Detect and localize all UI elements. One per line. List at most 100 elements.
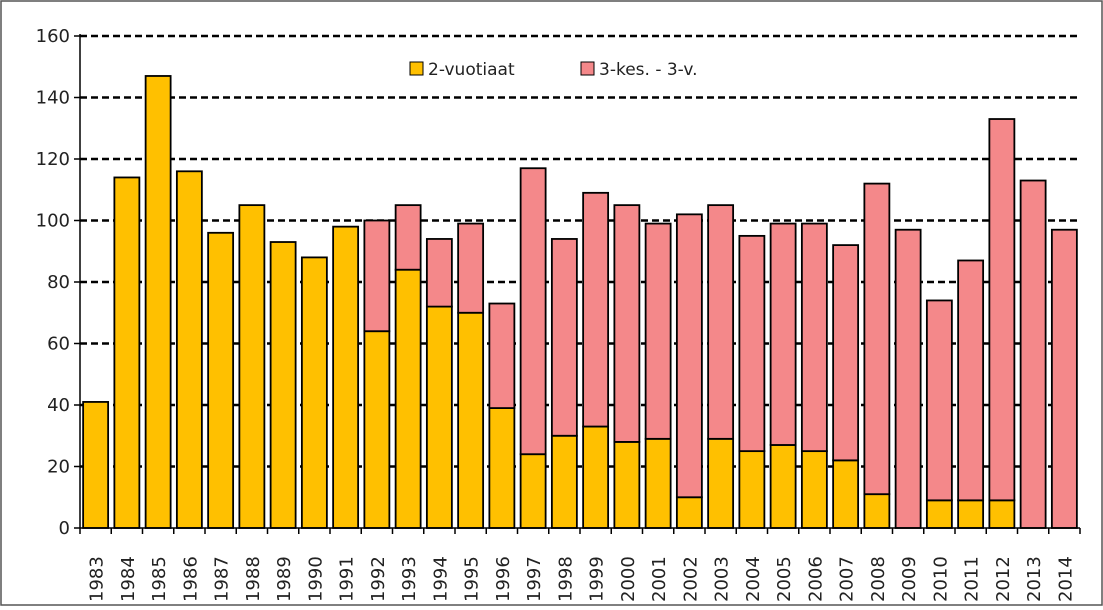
bar-series-1-2012 — [988, 499, 1016, 529]
bar-series-2-2002 — [675, 213, 703, 499]
legend-label-3-kes-3-v: 3-kes. - 3-v. — [599, 60, 698, 80]
bars — [82, 75, 1078, 529]
y-tick-label: 20 — [47, 457, 70, 478]
x-tick-label: 1998 — [555, 556, 576, 602]
y-tick-label: 100 — [36, 211, 70, 232]
x-tick-label: 1994 — [430, 556, 451, 602]
bar-series-1-2004 — [738, 450, 766, 529]
y-tick-labels: 0 20 40 60 80 100 120 140 160 — [36, 26, 70, 539]
bar-series-1-1984 — [113, 176, 141, 529]
bar-series-1-1993 — [394, 268, 422, 529]
y-tick-label: 140 — [36, 88, 70, 109]
bar-series-1-1994 — [425, 305, 453, 529]
y-tick-label: 40 — [47, 395, 70, 416]
x-tick-label: 2003 — [712, 556, 733, 602]
y-tick-label: 120 — [36, 149, 70, 170]
bar-series-2-2005 — [769, 222, 797, 446]
bar-series-1-1998 — [550, 434, 578, 529]
bar-series-1-1992 — [363, 330, 391, 529]
bar-series-1-2001 — [644, 437, 672, 529]
legend-swatch-2-vuotiaat — [409, 61, 424, 76]
legend-label-2-vuotiaat: 2-vuotiaat — [428, 60, 515, 80]
bar-series-1-1999 — [582, 425, 610, 529]
x-tick-label: 1993 — [399, 556, 420, 602]
bar-series-1-1989 — [269, 241, 297, 529]
bar-series-1-1985 — [144, 75, 172, 529]
bar-series-1-1996 — [488, 407, 516, 529]
bar-series-1-2003 — [707, 437, 735, 529]
x-tick-label: 2006 — [805, 556, 826, 602]
bar-series-1-2005 — [769, 444, 797, 529]
bar-series-2-1997 — [519, 167, 547, 456]
x-tick-label: 2011 — [962, 556, 983, 602]
x-tick-label: 2004 — [743, 556, 764, 602]
x-tick-label: 2002 — [680, 556, 701, 602]
bar-series-2-2012 — [988, 118, 1016, 502]
bar-series-2-2006 — [800, 222, 828, 453]
bar-series-1-2010 — [925, 499, 953, 529]
x-tick-label: 1995 — [462, 556, 483, 602]
bar-series-2-1992 — [363, 219, 391, 333]
bar-series-1-1987 — [207, 231, 235, 529]
x-tick-label: 1996 — [493, 556, 514, 602]
bar-series-2-2013 — [1019, 179, 1047, 529]
x-tick-label: 1988 — [243, 556, 264, 602]
x-tick-label: 1991 — [337, 556, 358, 602]
y-tick-label: 60 — [47, 334, 70, 355]
legend-swatch-3-kes-3-v — [580, 61, 595, 76]
x-tick-label: 2013 — [1024, 556, 1045, 602]
x-tick-label: 2012 — [993, 556, 1014, 602]
x-tick-label: 1984 — [118, 556, 139, 602]
x-tick-label: 2008 — [868, 556, 889, 602]
bar-series-2-2007 — [832, 244, 860, 462]
x-tick-label: 2014 — [1055, 556, 1076, 602]
bar-series-1-1983 — [82, 401, 110, 529]
bar-series-1-2007 — [832, 459, 860, 529]
x-tick-label: 1983 — [87, 556, 108, 602]
bar-series-1-2008 — [863, 493, 891, 529]
bar-series-2-2001 — [644, 222, 672, 440]
bar-series-2-1994 — [425, 238, 453, 308]
bar-series-1-2000 — [613, 440, 641, 529]
y-tick-label: 160 — [36, 26, 70, 47]
x-tick-label: 2000 — [618, 556, 639, 602]
x-tick-label: 1985 — [149, 556, 170, 602]
x-tick-label: 1999 — [587, 556, 608, 602]
bar-series-2-2000 — [613, 204, 641, 443]
bar-series-1-1988 — [238, 204, 266, 529]
x-tick-label: 2009 — [899, 556, 920, 602]
bar-series-1-1986 — [175, 170, 203, 529]
bar-series-2-2003 — [707, 204, 735, 440]
x-tick-label: 2001 — [649, 556, 670, 602]
x-tick-label: 2005 — [774, 556, 795, 602]
x-tick-label: 1986 — [180, 556, 201, 602]
bar-series-2-1993 — [394, 204, 422, 271]
bar-series-1-2011 — [957, 499, 985, 529]
x-tick-label: 1987 — [212, 556, 233, 602]
x-tick-label: 1992 — [368, 556, 389, 602]
bar-series-2-2014 — [1050, 228, 1078, 529]
y-tick-label: 80 — [47, 272, 70, 293]
bar-series-2-1995 — [457, 222, 485, 314]
bar-series-1-2006 — [800, 450, 828, 529]
bar-series-2-2010 — [925, 299, 953, 502]
x-tick-label: 2007 — [837, 556, 858, 602]
x-tick-label: 2010 — [930, 556, 951, 602]
bar-series-1-1995 — [457, 311, 485, 529]
bar-series-2-2008 — [863, 182, 891, 496]
bar-series-2-2011 — [957, 259, 985, 502]
bar-series-2-2004 — [738, 234, 766, 453]
bar-series-1-1997 — [519, 453, 547, 529]
bar-series-2-1999 — [582, 191, 610, 428]
x-tick-labels: 1983 1984 1985 1986 1987 1988 1989 1990 1991 1992… — [87, 556, 1077, 602]
bar-series-1-2002 — [675, 496, 703, 529]
bar-series-2-2009 — [894, 228, 922, 529]
x-tick-label: 1989 — [274, 556, 295, 602]
bar-series-1-1990 — [300, 256, 328, 529]
y-tick-label: 0 — [59, 518, 70, 539]
bar-series-2-1996 — [488, 302, 516, 409]
bar-series-1-1991 — [332, 225, 360, 529]
bar-series-2-1998 — [550, 238, 578, 437]
